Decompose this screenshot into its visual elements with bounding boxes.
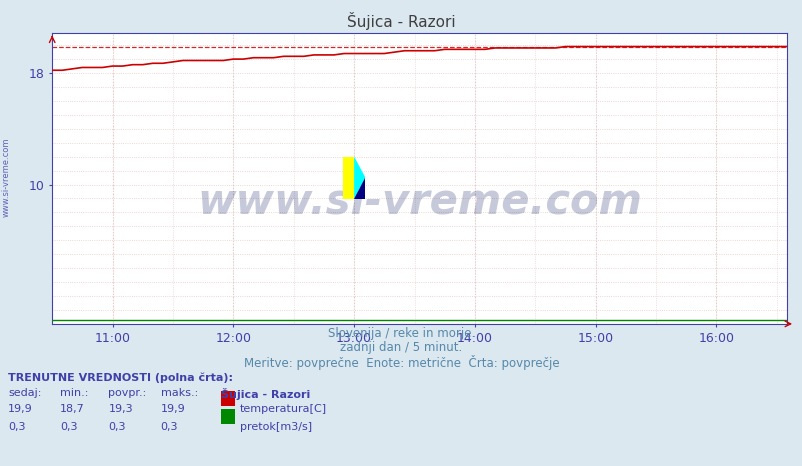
Text: Meritve: povprečne  Enote: metrične  Črta: povprečje: Meritve: povprečne Enote: metrične Črta:…	[243, 355, 559, 370]
Text: 0,3: 0,3	[108, 422, 126, 432]
Text: TRENUTNE VREDNOSTI (polna črta):: TRENUTNE VREDNOSTI (polna črta):	[8, 373, 233, 384]
Polygon shape	[354, 157, 365, 199]
Text: Šujica - Razori: Šujica - Razori	[346, 12, 456, 30]
Text: maks.:: maks.:	[160, 388, 197, 397]
Text: 0,3: 0,3	[60, 422, 78, 432]
Text: 18,7: 18,7	[60, 404, 85, 414]
Text: Slovenija / reke in morje.: Slovenija / reke in morje.	[327, 327, 475, 340]
Text: temperatura[C]: temperatura[C]	[240, 404, 326, 414]
Text: www.si-vreme.com: www.si-vreme.com	[2, 137, 11, 217]
Text: 19,3: 19,3	[108, 404, 133, 414]
Polygon shape	[354, 178, 365, 199]
Text: www.si-vreme.com: www.si-vreme.com	[196, 180, 642, 223]
Text: min.:: min.:	[60, 388, 88, 397]
Text: pretok[m3/s]: pretok[m3/s]	[240, 422, 312, 432]
Polygon shape	[342, 157, 354, 199]
Text: 0,3: 0,3	[160, 422, 178, 432]
Text: 0,3: 0,3	[8, 422, 26, 432]
Text: Šujica - Razori: Šujica - Razori	[221, 388, 310, 400]
Text: 19,9: 19,9	[160, 404, 185, 414]
Text: zadnji dan / 5 minut.: zadnji dan / 5 minut.	[340, 341, 462, 354]
Text: 19,9: 19,9	[8, 404, 33, 414]
Text: sedaj:: sedaj:	[8, 388, 42, 397]
Text: povpr.:: povpr.:	[108, 388, 147, 397]
